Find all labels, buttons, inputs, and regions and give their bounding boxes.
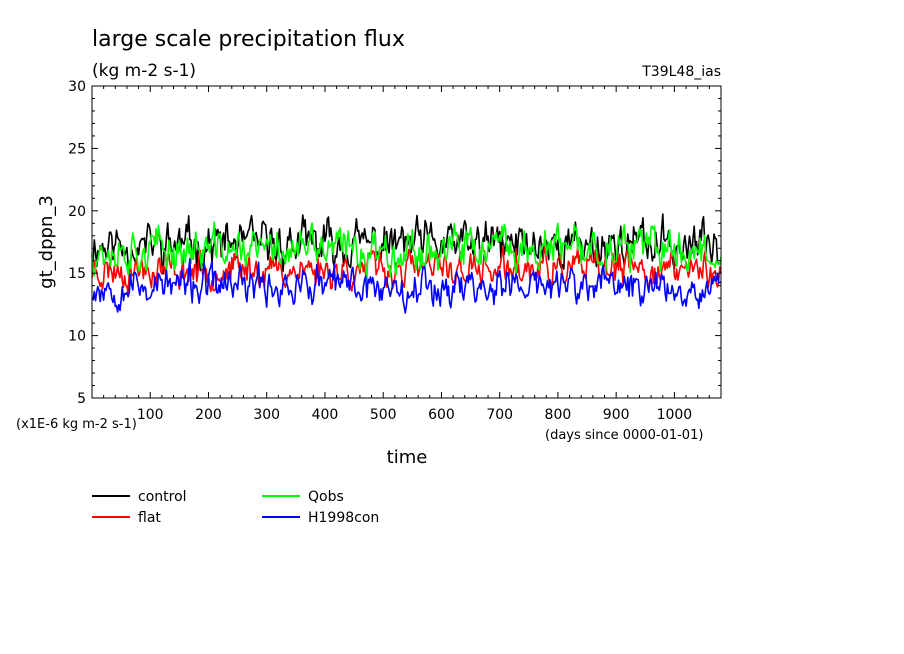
x-tick-label: 300	[253, 407, 280, 423]
legend-label-h1998con: H1998con	[308, 510, 379, 526]
y-unit-note: (x1E-6 kg m-2 s-1)	[16, 417, 137, 432]
y-tick-label: 25	[68, 141, 86, 157]
x-tick-label: 800	[545, 407, 572, 423]
x-tick-label: 900	[603, 407, 630, 423]
series-line-qobs	[91, 221, 722, 279]
series-line-flat	[91, 244, 722, 295]
legend: control flat Qobs H1998con	[92, 489, 379, 526]
legend-label-qobs: Qobs	[308, 489, 344, 505]
y-tick-label: 20	[68, 204, 86, 220]
y-tick-label: 30	[68, 79, 86, 95]
x-tick-label: 1000	[657, 407, 693, 423]
chart-title: large scale precipitation flux	[92, 27, 405, 52]
x-tick-label: 200	[195, 407, 222, 423]
series-line-h1998con	[91, 257, 722, 314]
x-tick-label: 500	[370, 407, 397, 423]
y-tick-label: 15	[68, 266, 86, 282]
x-tick-label: 400	[312, 407, 339, 423]
y-axis-label: gt_dppn_3	[36, 195, 57, 289]
x-tick-label: 600	[428, 407, 455, 423]
y-tick-label: 5	[77, 391, 86, 407]
x-tick-label: 100	[137, 407, 164, 423]
run-label: T39L48_ias	[641, 64, 721, 80]
tick-layer: 100 200 300 400 500 600 700 800 900 1000 5 10 15 20 25…	[68, 79, 721, 423]
y-tick-label: 10	[68, 329, 86, 345]
x-tick-label: 700	[486, 407, 513, 423]
x-unit-note: (days since 0000-01-01)	[545, 428, 703, 443]
x-axis-label: time	[387, 447, 428, 468]
chart-subtitle: (kg m-2 s-1)	[92, 61, 196, 81]
legend-label-control: control	[138, 489, 187, 505]
legend-label-flat: flat	[138, 510, 161, 526]
series-layer	[91, 213, 722, 314]
